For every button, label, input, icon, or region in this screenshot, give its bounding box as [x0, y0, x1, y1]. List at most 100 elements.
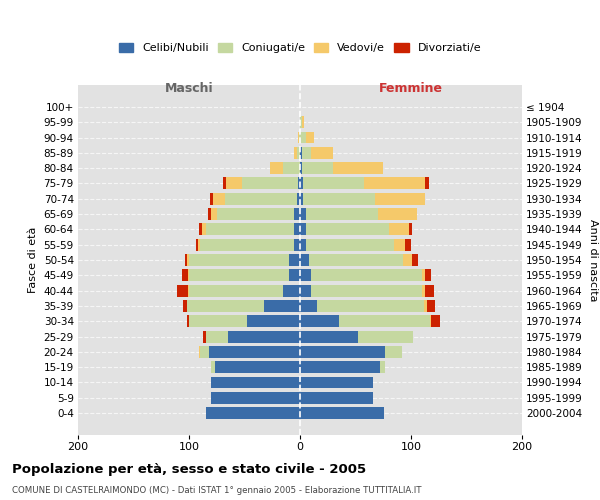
Bar	[289, 254, 300, 266]
Bar	[412, 254, 418, 266]
Bar	[188, 270, 189, 281]
Bar	[177, 284, 188, 296]
Bar	[334, 162, 383, 174]
Bar	[300, 284, 311, 296]
Bar	[295, 147, 296, 159]
Bar	[199, 224, 202, 235]
Bar	[311, 284, 422, 296]
Bar	[300, 208, 305, 220]
Bar	[202, 224, 206, 235]
Bar	[427, 300, 436, 312]
Bar	[300, 224, 305, 235]
Bar	[182, 270, 188, 281]
Bar	[200, 238, 295, 250]
Bar	[300, 132, 305, 143]
Bar	[189, 254, 289, 266]
Bar	[378, 208, 416, 220]
Bar	[298, 178, 300, 190]
Bar	[184, 300, 187, 312]
Bar	[187, 300, 265, 312]
Bar	[265, 300, 300, 312]
Bar	[302, 116, 304, 128]
Bar	[209, 346, 300, 358]
Bar	[295, 238, 300, 250]
Legend: Celibi/Nubili, Coniugati/e, Vedovi/e, Divorziati/e: Celibi/Nubili, Coniugati/e, Vedovi/e, Di…	[115, 38, 485, 58]
Bar	[296, 147, 300, 159]
Bar	[385, 346, 402, 358]
Bar	[211, 208, 217, 220]
Bar	[283, 284, 300, 296]
Bar	[296, 193, 300, 204]
Bar	[206, 330, 228, 342]
Text: COMUNE DI CASTELRAIMONDO (MC) - Dati ISTAT 1° gennaio 2005 - Elaborazione TUTTIT: COMUNE DI CASTELRAIMONDO (MC) - Dati IST…	[12, 486, 421, 495]
Bar	[300, 270, 311, 281]
Bar	[298, 132, 299, 143]
Text: Maschi: Maschi	[164, 82, 214, 94]
Bar	[300, 162, 302, 174]
Bar	[305, 132, 314, 143]
Bar	[300, 346, 385, 358]
Bar	[210, 193, 214, 204]
Bar	[304, 193, 376, 204]
Bar	[305, 238, 394, 250]
Bar	[228, 330, 300, 342]
Bar	[339, 316, 430, 327]
Bar	[403, 254, 412, 266]
Bar	[223, 178, 226, 190]
Bar	[196, 238, 198, 250]
Bar	[247, 316, 300, 327]
Bar	[305, 224, 389, 235]
Bar	[300, 361, 380, 373]
Bar	[224, 193, 296, 204]
Bar	[189, 284, 283, 296]
Bar	[215, 361, 300, 373]
Y-axis label: Fasce di età: Fasce di età	[28, 227, 38, 293]
Bar	[295, 224, 300, 235]
Bar	[302, 147, 311, 159]
Bar	[300, 178, 304, 190]
Bar	[425, 270, 431, 281]
Bar	[289, 270, 300, 281]
Bar	[300, 147, 302, 159]
Bar	[185, 254, 187, 266]
Bar	[300, 116, 302, 128]
Bar	[211, 376, 300, 388]
Bar	[364, 178, 425, 190]
Bar	[380, 361, 385, 373]
Bar	[242, 178, 298, 190]
Bar	[217, 208, 295, 220]
Bar	[424, 300, 427, 312]
Bar	[406, 238, 411, 250]
Bar	[409, 224, 412, 235]
Bar	[389, 224, 409, 235]
Bar	[214, 193, 224, 204]
Bar	[425, 178, 429, 190]
Bar	[300, 316, 339, 327]
Bar	[311, 147, 334, 159]
Bar	[211, 361, 215, 373]
Bar	[425, 284, 434, 296]
Bar	[295, 208, 300, 220]
Bar	[270, 162, 283, 174]
Bar	[189, 316, 247, 327]
Bar	[300, 300, 317, 312]
Y-axis label: Anni di nascita: Anni di nascita	[589, 219, 598, 301]
Bar	[226, 178, 242, 190]
Bar	[422, 270, 425, 281]
Bar	[187, 316, 189, 327]
Bar	[304, 178, 364, 190]
Bar	[358, 330, 413, 342]
Bar	[300, 193, 304, 204]
Text: Femmine: Femmine	[379, 82, 443, 94]
Bar	[199, 346, 200, 358]
Bar	[300, 330, 358, 342]
Text: Popolazione per età, sesso e stato civile - 2005: Popolazione per età, sesso e stato civil…	[12, 462, 366, 475]
Bar	[189, 270, 289, 281]
Bar	[394, 238, 406, 250]
Bar	[200, 346, 209, 358]
Bar	[311, 270, 422, 281]
Bar	[305, 208, 378, 220]
Bar	[300, 238, 305, 250]
Bar	[422, 284, 425, 296]
Bar	[300, 376, 373, 388]
